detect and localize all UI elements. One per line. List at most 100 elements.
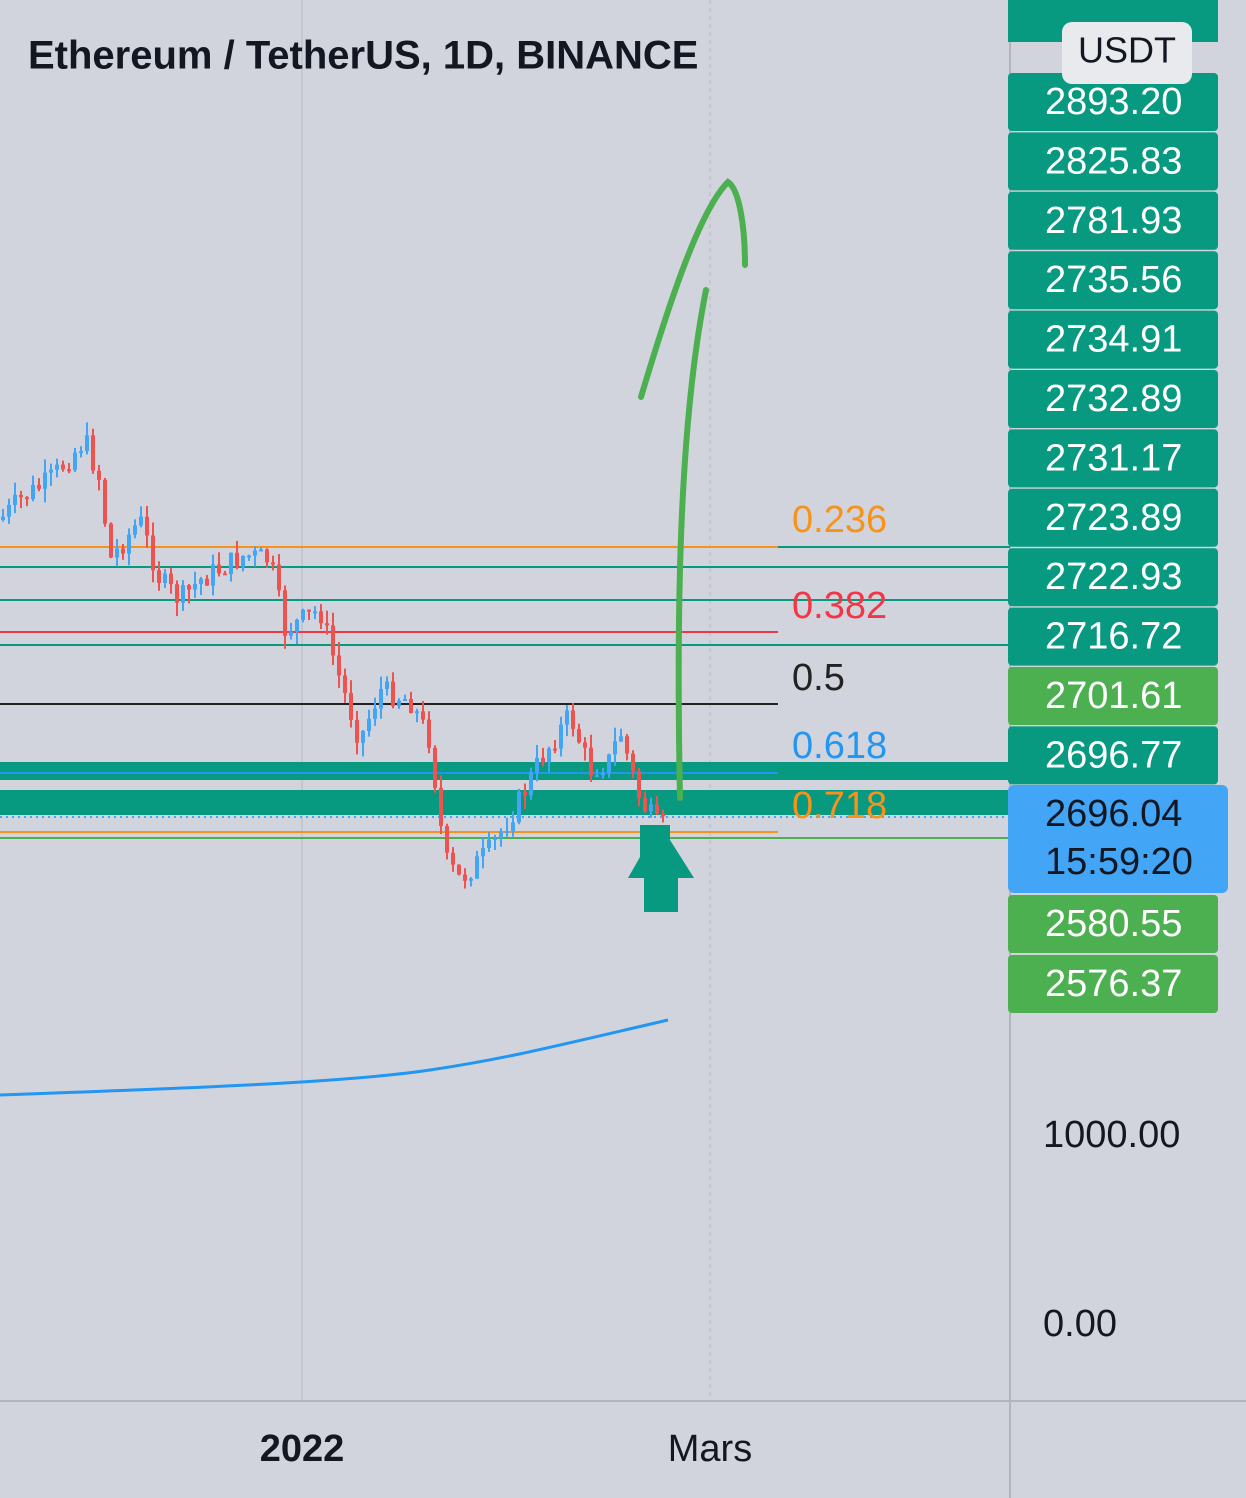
price-badge xyxy=(1008,370,1218,428)
price-badge xyxy=(1008,955,1218,1013)
price-badge-label: 2735.56 xyxy=(1045,259,1182,301)
arrow-icon xyxy=(616,825,694,912)
candle-body xyxy=(7,504,11,517)
candle-body xyxy=(307,609,311,612)
candle-body xyxy=(517,791,521,823)
fib-label: 0.382 xyxy=(792,585,887,627)
candle-body xyxy=(571,710,575,730)
candle-body xyxy=(595,775,599,778)
candle-body xyxy=(223,573,227,576)
candle-body xyxy=(385,681,389,689)
price-badge-label: 2580.55 xyxy=(1045,903,1182,945)
price-badge xyxy=(1008,488,1218,547)
fib-label: 0.236 xyxy=(792,499,887,541)
levels xyxy=(0,546,1010,839)
current-price: 2696.04 xyxy=(1045,793,1182,835)
candle-body xyxy=(469,878,473,881)
candle-body xyxy=(325,623,329,626)
price-badge-label: 2893.20 xyxy=(1045,81,1182,123)
countdown: 15:59:20 xyxy=(1045,841,1193,883)
candle-body xyxy=(547,748,551,763)
price-badge xyxy=(1008,132,1218,191)
candle-body xyxy=(133,525,137,535)
candle-body xyxy=(331,625,335,656)
candle-body xyxy=(109,523,113,558)
candle-body xyxy=(565,710,569,725)
candle-body xyxy=(637,770,641,799)
candle-body xyxy=(97,470,101,480)
axis-label: 0.00 xyxy=(1043,1303,1117,1345)
candle-body xyxy=(229,552,233,575)
candle-body xyxy=(409,698,413,714)
candle-body xyxy=(607,754,611,773)
currency-label[interactable]: USDT xyxy=(1078,30,1176,71)
candles xyxy=(1,422,665,889)
candle-body xyxy=(205,578,209,586)
price-badge xyxy=(1008,191,1218,250)
candle-body xyxy=(169,573,173,585)
price-badge-label: 2732.89 xyxy=(1045,378,1182,420)
candle-body xyxy=(43,472,47,489)
candle-body xyxy=(187,585,191,590)
candle-body xyxy=(211,564,215,586)
candle-body xyxy=(397,700,401,707)
candle-body xyxy=(31,484,35,500)
candle-body xyxy=(319,611,323,624)
candle-body xyxy=(553,748,557,751)
price-badge xyxy=(1008,667,1218,725)
price-badge-label: 2722.93 xyxy=(1045,556,1182,598)
candle-body xyxy=(535,757,539,773)
zone xyxy=(0,762,1010,780)
candle-body xyxy=(67,469,71,472)
candle-body xyxy=(541,757,545,763)
candle-body xyxy=(163,573,167,583)
candle-body xyxy=(481,848,485,857)
price-badge-label: 2781.93 xyxy=(1045,200,1182,242)
candle-body xyxy=(421,711,425,720)
candle-body xyxy=(601,772,605,776)
candle-body xyxy=(523,791,527,796)
candle-body xyxy=(655,804,659,814)
fib-label: 0.718 xyxy=(792,785,887,827)
candle-body xyxy=(661,813,665,817)
price-badge xyxy=(1008,548,1218,607)
drawing xyxy=(638,178,748,400)
candle-body xyxy=(445,826,449,853)
candle-body xyxy=(505,830,509,833)
candle-body xyxy=(193,583,197,590)
price-badge xyxy=(1008,895,1218,953)
candle-body xyxy=(283,590,287,636)
candle-body xyxy=(577,729,581,743)
currency-button[interactable] xyxy=(1062,22,1192,84)
candle-body xyxy=(361,731,365,743)
candle-body xyxy=(85,435,89,452)
candle-body xyxy=(181,585,185,603)
candle-body xyxy=(265,549,269,563)
price-badge-label: 2731.17 xyxy=(1045,437,1182,479)
candle-body xyxy=(61,464,65,470)
candle-body xyxy=(25,497,29,500)
candle-body xyxy=(415,711,419,714)
candle-body xyxy=(463,874,467,881)
candle-body xyxy=(289,631,293,636)
candle-body xyxy=(475,856,479,879)
price-badge xyxy=(1008,73,1218,131)
candle-body xyxy=(277,564,281,591)
price-badge xyxy=(1008,726,1218,785)
price-badge xyxy=(1008,429,1218,488)
candle-body xyxy=(121,548,125,554)
candle-body xyxy=(91,435,95,471)
candle-body xyxy=(355,719,359,743)
candle-body xyxy=(427,719,431,748)
candle-body xyxy=(313,611,317,614)
candle-body xyxy=(457,864,461,875)
candle-body xyxy=(499,831,503,838)
price-badge-label: 2723.89 xyxy=(1045,497,1182,539)
moving-average xyxy=(0,1018,669,1097)
candle-body xyxy=(259,549,263,552)
price-badge xyxy=(1008,251,1218,310)
current-price-badge xyxy=(1008,785,1228,893)
candle-body xyxy=(103,479,107,524)
price-badge xyxy=(1008,607,1218,666)
